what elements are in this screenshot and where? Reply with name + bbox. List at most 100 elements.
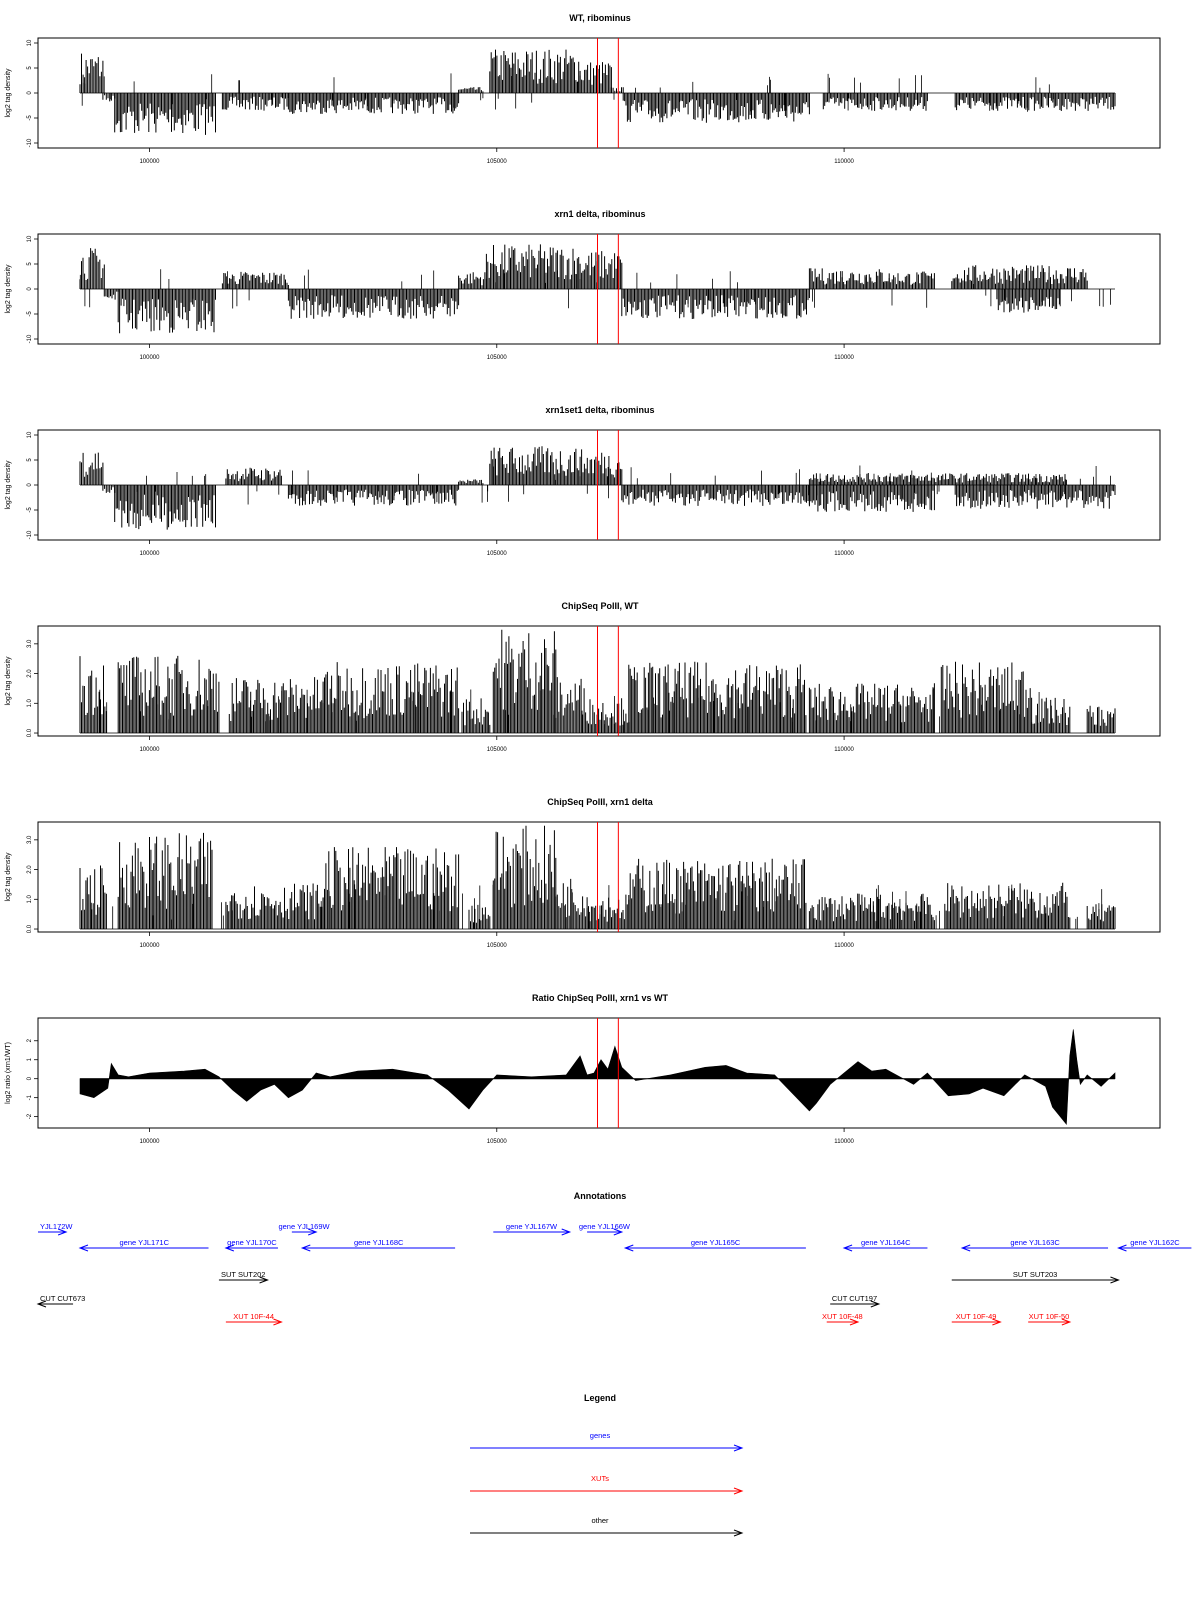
- arrow-right-icon: [1061, 1318, 1072, 1326]
- arrow-right-icon: [307, 1228, 318, 1236]
- data-series-segment-13: [1086, 705, 1116, 733]
- data-series-segment-6: [458, 272, 487, 289]
- feature-label: gene YJL165C: [691, 1238, 741, 1247]
- feature-label: gene YJL171C: [120, 1238, 170, 1247]
- data-series-segment-8: [579, 449, 623, 485]
- annotation-feature: gene YJL166W: [579, 1222, 631, 1236]
- arrow-left-icon: [1117, 1244, 1127, 1252]
- data-bars: [117, 655, 220, 733]
- annotation-feature: XUT 10F-50: [1028, 1312, 1072, 1326]
- annotation-feature: gene YJL163C: [960, 1238, 1109, 1252]
- chart-title: Ratio ChipSeq PolII, xrn1 vs WT: [532, 993, 669, 1003]
- data-bars: [1031, 697, 1071, 733]
- data-bars: [114, 485, 216, 530]
- data-series-segment-8: [579, 251, 623, 289]
- chart-panel-4: ChipSeq PolII, WT log2 tag density 0.0 1.0 2…: [5, 601, 1161, 753]
- x-tick-label: 100000: [139, 159, 160, 165]
- y-tick-label: -5: [27, 507, 33, 513]
- data-series-segment-2: [103, 289, 119, 300]
- annotation-feature: gene YJL165C: [623, 1238, 806, 1252]
- data-bars: [287, 289, 460, 319]
- y-axis-label: log2 tag density: [5, 460, 12, 510]
- data-bars: [485, 244, 581, 289]
- data-bars: [79, 656, 107, 733]
- data-bars: [79, 452, 104, 485]
- data-series-segment-1: [79, 865, 107, 929]
- feature-label: SUT SUT202: [221, 1270, 265, 1279]
- data-series-segment-3: [114, 93, 216, 135]
- data-bars: [944, 882, 1071, 929]
- feature-label: YJL172W: [40, 1222, 73, 1231]
- data-series-segment-1: [79, 452, 104, 485]
- y-tick-label: 2.0: [27, 669, 33, 678]
- data-series-segment-6: [458, 479, 484, 485]
- data-bars: [79, 269, 1111, 309]
- data-bars: [225, 467, 282, 485]
- y-tick-label: 10: [27, 235, 33, 242]
- data-bars: [117, 289, 216, 334]
- x-tick-label: 110000: [834, 747, 854, 753]
- data-series-segment-9: [628, 661, 807, 733]
- y-tick-label: 0: [27, 287, 33, 291]
- data-bars: [622, 93, 810, 123]
- y-tick-label: 1.0: [27, 894, 33, 903]
- arrow-right-icon: [733, 1487, 744, 1495]
- arrow-right-icon: [733, 1529, 744, 1537]
- arrow-right-icon: [849, 1318, 860, 1326]
- annotation-feature: gene YJL170C: [224, 1238, 278, 1252]
- data-bars: [579, 449, 623, 485]
- data-bars: [221, 93, 289, 111]
- y-axis-label: log2 ratio (xrn1/WT): [5, 1042, 12, 1104]
- chart-panel-6: Ratio ChipSeq PolII, xrn1 vs WT log2 rati…: [5, 993, 1161, 1145]
- y-tick-label: 10: [27, 431, 33, 438]
- annotation-feature: gene YJL171C: [78, 1238, 209, 1252]
- y-tick-label: 3.0: [27, 639, 33, 648]
- data-bars: [85, 884, 1103, 929]
- data-series-segment-4: [322, 847, 460, 929]
- data-bars: [79, 865, 107, 929]
- data-series-segment-9: [610, 87, 624, 93]
- data-series-segment-8: [586, 698, 630, 733]
- data-bars: [136, 465, 1111, 505]
- feature-label: gene YJL169W: [278, 1222, 330, 1231]
- arrow-left-icon: [36, 1300, 47, 1308]
- data-outliers: [136, 465, 1111, 505]
- y-tick-label: -5: [27, 311, 33, 317]
- data-series-segment-11: [940, 661, 1033, 733]
- feature-label: XUT 10F-44: [233, 1312, 274, 1321]
- data-bars: [555, 677, 588, 733]
- feature-label: gene YJL170C: [227, 1238, 277, 1247]
- arrow-right-icon: [733, 1444, 744, 1452]
- data-series-segment-7: [489, 446, 581, 485]
- data-bars: [458, 87, 484, 93]
- data-bars: [628, 661, 807, 733]
- data-series-segment-2: [117, 832, 213, 929]
- chart-title: WT, ribominus: [569, 13, 631, 23]
- x-tick-label: 110000: [834, 943, 854, 949]
- data-bars: [954, 485, 1116, 509]
- x-tick-label: 105000: [487, 747, 508, 753]
- data-bars: [954, 93, 1116, 111]
- data-bars: [808, 473, 1067, 485]
- data-series-segment-7: [485, 244, 581, 289]
- feature-label: CUT CUT673: [40, 1294, 85, 1303]
- data-bars: [225, 883, 324, 929]
- arrow-left-icon: [842, 1244, 853, 1252]
- y-tick-label: 2.0: [27, 865, 33, 874]
- arrow-left-icon: [300, 1244, 311, 1252]
- arrow-right-icon: [870, 1300, 881, 1308]
- data-series-segment-2: [102, 93, 116, 102]
- data-series-segment-3: [114, 485, 216, 530]
- chart-title: ChipSeq PolII, WT: [562, 601, 639, 611]
- annotation-feature: gene YJL169W: [278, 1222, 331, 1236]
- data-series-segment-6: [458, 87, 484, 93]
- data-outliers: [85, 884, 1103, 929]
- legend-title: Legend: [584, 1393, 616, 1403]
- data-series-segment-3: [228, 677, 324, 733]
- data-bars: [951, 265, 1088, 289]
- annotation-feature: SUT SUT202: [218, 1270, 269, 1284]
- legend-item: genes: [470, 1431, 744, 1452]
- data-series-segment-2: [102, 485, 116, 493]
- data-series-segment-12: [1086, 904, 1116, 929]
